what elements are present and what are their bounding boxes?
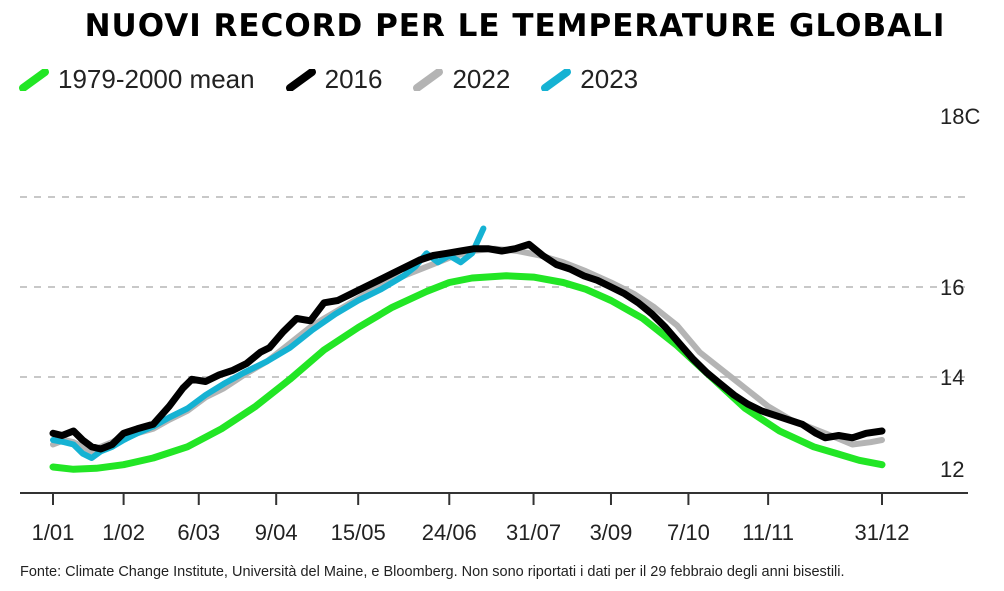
legend-swatch-2023 [541, 68, 572, 91]
x-tick-label: 15/05 [331, 520, 386, 545]
legend-label-2016: 2016 [324, 64, 383, 94]
legend-label-mean: 1979-2000 mean [58, 64, 255, 94]
legend-swatch-mean [19, 68, 49, 91]
x-tick-label: 1/02 [102, 520, 145, 545]
x-tick-label: 7/10 [667, 520, 710, 545]
series-line-2016 [49, 240, 886, 453]
legend-label-2023: 2023 [580, 64, 639, 94]
legend-label-2022: 2022 [452, 64, 511, 94]
legend-swatch-2016 [285, 68, 316, 91]
legend-item-2022: 2022 [412, 64, 510, 95]
x-tick-label: 11/11 [742, 520, 794, 545]
y-tick-label: 12 [940, 457, 964, 482]
legend-item-2016: 2016 [285, 64, 383, 95]
series-line-mean [49, 272, 886, 473]
x-tick-label: 1/01 [32, 520, 75, 545]
x-tick-label: 24/06 [422, 520, 477, 545]
legend-item-2023: 2023 [540, 64, 638, 95]
x-tick-label: 3/09 [590, 520, 633, 545]
x-tick-label: 31/07 [506, 520, 561, 545]
source-note: Fonte: Climate Change Institute, Univers… [20, 564, 845, 580]
chart-title: NUOVI RECORD PER LE TEMPERATURE GLOBALI [84, 8, 946, 44]
legend: 1979-2000 mean 2016 2022 2023 [18, 64, 668, 95]
x-tick-label: 31/12 [854, 520, 909, 545]
x-tick-label: 9/04 [255, 520, 298, 545]
x-tick-label: 6/03 [177, 520, 220, 545]
y-tick-label: 16 [940, 275, 964, 300]
y-tick-label: 18C [940, 104, 980, 129]
y-tick-label: 14 [940, 365, 964, 390]
legend-swatch-2022 [413, 68, 444, 91]
legend-item-mean: 1979-2000 mean [18, 64, 255, 95]
